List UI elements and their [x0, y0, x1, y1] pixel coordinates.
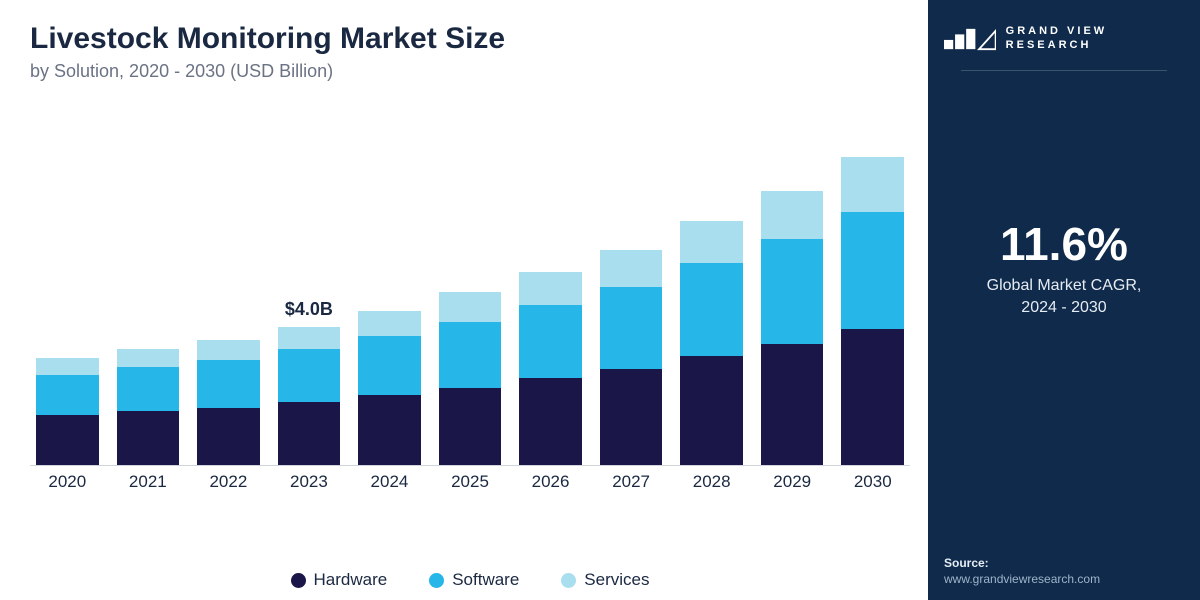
bar-stack: [117, 349, 180, 464]
bar-segment: [358, 336, 421, 395]
cagr-block: 11.6% Global Market CAGR, 2024 - 2030: [987, 221, 1142, 318]
bar-stack: [358, 311, 421, 465]
cagr-label-line1: Global Market CAGR,: [987, 277, 1142, 294]
x-axis-label: 2020: [36, 472, 99, 492]
bar-segment: [36, 358, 99, 375]
legend-item: Software: [429, 570, 519, 590]
bar-stack: [680, 221, 743, 465]
bar-column: [841, 96, 904, 465]
x-axis-label: 2029: [761, 472, 824, 492]
bar-stack: [197, 340, 260, 465]
bar-segment: [600, 250, 663, 287]
bar-segment: [519, 272, 582, 305]
bar-segment: [358, 311, 421, 337]
bar-column: [36, 96, 99, 465]
bar-stack: [841, 157, 904, 465]
chart-plot: $4.0B 2020202120222023202420252026202720…: [30, 96, 910, 553]
bar-segment: [761, 344, 824, 465]
bar-segment: [278, 327, 341, 349]
legend-item: Services: [561, 570, 649, 590]
bar-column: [358, 96, 421, 465]
bar-segment: [519, 305, 582, 378]
bar-segment: [197, 408, 260, 465]
legend-swatch: [429, 573, 444, 588]
bar-column: [197, 96, 260, 465]
legend-swatch: [291, 573, 306, 588]
x-axis-label: 2027: [600, 472, 663, 492]
side-panel: GRAND VIEW RESEARCH 11.6% Global Market …: [928, 0, 1200, 600]
chart-legend: Hardware Software Services: [30, 570, 910, 590]
bar-segment: [117, 411, 180, 464]
bar-segment: [197, 340, 260, 360]
legend-label: Software: [452, 570, 519, 590]
bar-column: [761, 96, 824, 465]
bar-segment: [600, 369, 663, 464]
bar-segment: [761, 191, 824, 239]
source-url: www.grandviewresearch.com: [944, 572, 1184, 586]
source-block: Source: www.grandviewresearch.com: [944, 556, 1184, 586]
x-axis-label: 2030: [841, 472, 904, 492]
bar-segment: [519, 378, 582, 464]
bar-segment: [680, 221, 743, 263]
source-label: Source:: [944, 556, 1184, 570]
cagr-label: Global Market CAGR, 2024 - 2030: [987, 275, 1142, 318]
bar-segment: [36, 415, 99, 465]
bar-stack: [278, 327, 341, 464]
brand-logo-icon: [944, 24, 996, 54]
cagr-label-line2: 2024 - 2030: [1021, 299, 1106, 316]
chart-area: Livestock Monitoring Market Size by Solu…: [0, 0, 928, 600]
panel-divider: [961, 70, 1167, 71]
x-axis-label: 2024: [358, 472, 421, 492]
bar-segment: [680, 356, 743, 464]
bar-stack: [600, 250, 663, 464]
bar-segment: [680, 263, 743, 357]
bar-segment: [36, 375, 99, 415]
bar-column: $4.0B: [278, 96, 341, 465]
legend-swatch: [561, 573, 576, 588]
bars-container: $4.0B: [30, 96, 910, 466]
bar-segment: [117, 349, 180, 367]
bar-segment: [278, 349, 341, 402]
x-axis-label: 2023: [278, 472, 341, 492]
chart-title: Livestock Monitoring Market Size: [30, 22, 910, 57]
bar-column: [117, 96, 180, 465]
cagr-value: 11.6%: [987, 221, 1142, 267]
bar-stack: [36, 358, 99, 464]
bar-segment: [841, 157, 904, 212]
x-axis-label: 2022: [197, 472, 260, 492]
bar-column: [439, 96, 502, 465]
legend-label: Hardware: [314, 570, 388, 590]
bar-callout: $4.0B: [285, 299, 333, 321]
bar-segment: [841, 329, 904, 465]
bar-segment: [439, 292, 502, 321]
x-axis-label: 2028: [680, 472, 743, 492]
x-axis-label: 2026: [519, 472, 582, 492]
bar-segment: [117, 367, 180, 411]
bar-segment: [439, 322, 502, 388]
x-axis-label: 2025: [439, 472, 502, 492]
bar-segment: [358, 395, 421, 465]
bar-segment: [439, 388, 502, 465]
legend-item: Hardware: [291, 570, 388, 590]
bar-stack: [761, 191, 824, 464]
bar-segment: [841, 212, 904, 329]
bar-segment: [600, 287, 663, 370]
bar-segment: [197, 360, 260, 408]
x-axis-labels: 2020 2021 2022 2023 2024 2025 2026 2027 2028 2029…: [30, 466, 910, 492]
brand-block: GRAND VIEW RESEARCH: [944, 24, 1184, 54]
bar-stack: [439, 292, 502, 464]
legend-label: Services: [584, 570, 649, 590]
brand-name: GRAND VIEW RESEARCH: [1006, 25, 1184, 53]
bar-column: [600, 96, 663, 465]
bar-segment: [761, 239, 824, 344]
bar-column: [680, 96, 743, 465]
x-axis-label: 2021: [117, 472, 180, 492]
bar-segment: [278, 402, 341, 464]
bar-stack: [519, 272, 582, 464]
chart-subtitle: by Solution, 2020 - 2030 (USD Billion): [30, 61, 910, 82]
bar-column: [519, 96, 582, 465]
